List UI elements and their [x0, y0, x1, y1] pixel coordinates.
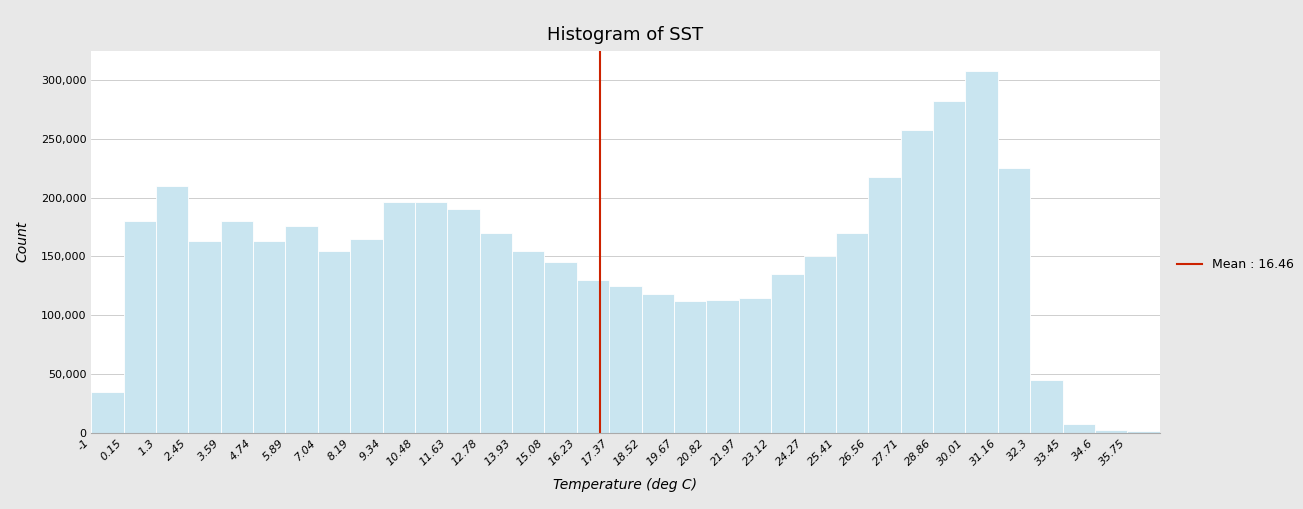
- Bar: [253, 241, 285, 433]
- Y-axis label: Count: Count: [16, 221, 30, 263]
- Bar: [868, 177, 900, 433]
- Bar: [285, 226, 318, 433]
- Bar: [933, 101, 966, 433]
- Bar: [739, 298, 771, 433]
- Bar: [189, 241, 220, 433]
- Bar: [480, 233, 512, 433]
- Bar: [998, 168, 1031, 433]
- Bar: [124, 221, 156, 433]
- Bar: [610, 286, 641, 433]
- Bar: [91, 391, 124, 433]
- Bar: [351, 239, 383, 433]
- Bar: [545, 262, 577, 433]
- Bar: [674, 301, 706, 433]
- Bar: [1095, 430, 1127, 433]
- Bar: [447, 210, 480, 433]
- Bar: [804, 257, 837, 433]
- Bar: [771, 274, 804, 433]
- Bar: [966, 71, 998, 433]
- Bar: [1127, 432, 1160, 433]
- Bar: [512, 250, 545, 433]
- Bar: [1031, 380, 1062, 433]
- Bar: [318, 250, 351, 433]
- Bar: [837, 233, 868, 433]
- Bar: [383, 203, 414, 433]
- Bar: [577, 280, 610, 433]
- Title: Histogram of SST: Histogram of SST: [547, 26, 704, 44]
- Bar: [220, 221, 253, 433]
- Bar: [706, 300, 739, 433]
- Bar: [900, 130, 933, 433]
- Bar: [156, 186, 189, 433]
- Bar: [1062, 425, 1095, 433]
- Bar: [641, 294, 674, 433]
- Bar: [414, 203, 447, 433]
- X-axis label: Temperature (deg C): Temperature (deg C): [554, 478, 697, 492]
- Legend: Mean : 16.46: Mean : 16.46: [1173, 253, 1299, 276]
